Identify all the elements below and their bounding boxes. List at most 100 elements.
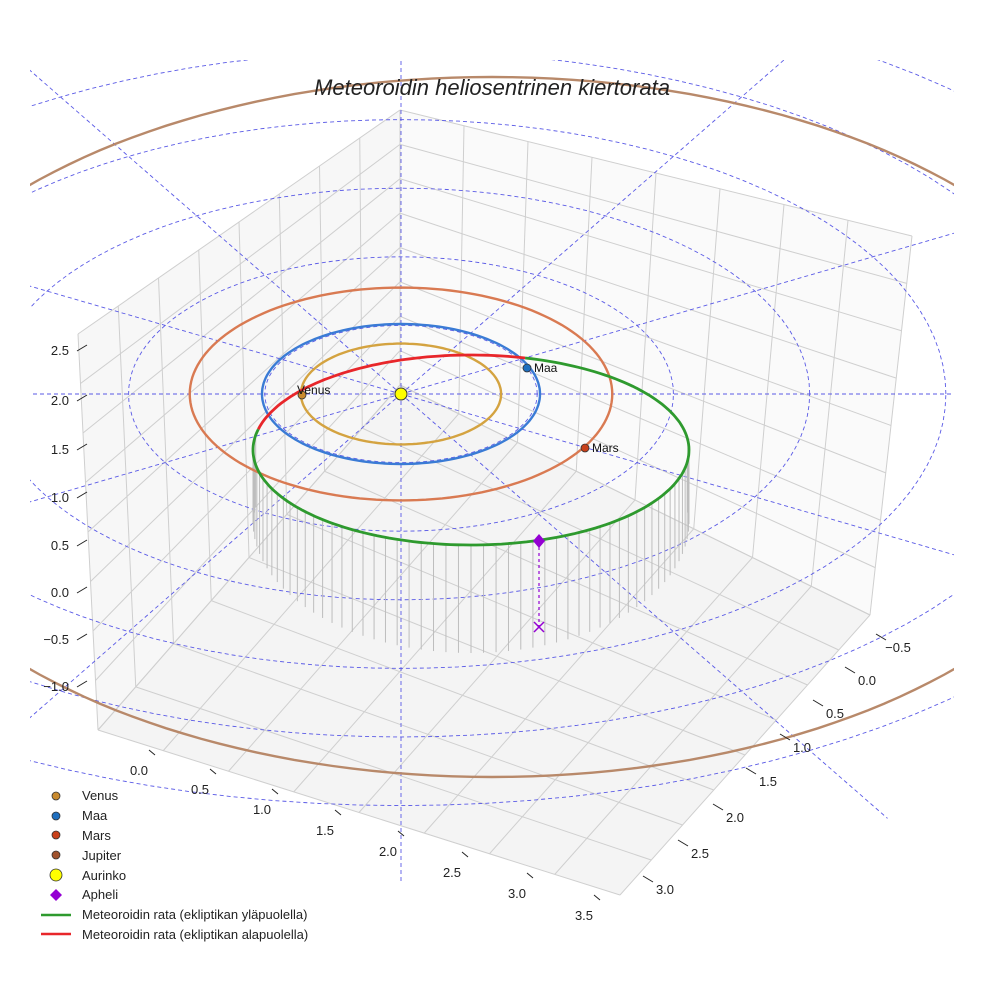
- z-tick-mark: [76, 633, 88, 641]
- wall-grid-line: [399, 350, 876, 569]
- floor-grid-line: [173, 643, 683, 826]
- ecliptic-spoke: [30, 393, 402, 719]
- x-tick-mark: [148, 749, 156, 756]
- z-tick-label: 2.0: [51, 393, 69, 408]
- z-tick-label: 1.0: [51, 490, 69, 505]
- meteoroid-orbit-above: [251, 356, 691, 547]
- legend-item: Aurinko: [38, 865, 308, 885]
- legend-item: Apheli: [38, 885, 308, 905]
- legend-label: Apheli: [82, 887, 119, 903]
- ecliptic-circle: [30, 187, 811, 601]
- wall-grid-line: [810, 220, 849, 587]
- legend-marker: [38, 888, 74, 902]
- ecliptic-spoke: [400, 60, 785, 395]
- meteoroid-orbit-below: [257, 353, 526, 430]
- legend-marker: [38, 809, 74, 823]
- wall-grid-line: [278, 193, 288, 515]
- planet-maa: [522, 363, 532, 373]
- x-tick-label: 1.5: [316, 823, 334, 838]
- legend-item: Maa: [38, 806, 308, 826]
- legend-marker: [38, 908, 74, 922]
- x-tick-mark: [593, 894, 601, 901]
- floor-grid-line: [211, 600, 714, 791]
- legend-label: Maa: [82, 808, 108, 824]
- y-tick-mark: [812, 699, 824, 707]
- planet-mars: [580, 443, 590, 453]
- z-tick-mark: [76, 491, 88, 499]
- x-tick-label: 2.5: [443, 865, 461, 880]
- planet-label-mars: Mars: [592, 441, 619, 455]
- drop-lines: [252, 435, 690, 653]
- meteoroid-orbit: [251, 353, 691, 547]
- y-tick-mark: [677, 839, 689, 847]
- floor-grid-line: [423, 528, 695, 834]
- legend-item: Mars: [38, 826, 308, 846]
- z-tick-mark: [76, 443, 88, 451]
- markers: Venus Maa Mars: [297, 361, 619, 633]
- z-tick-label: 1.5: [51, 442, 69, 457]
- legend-marker: [38, 927, 74, 941]
- ecliptic-grid: [30, 60, 954, 884]
- x-tick-label: 0.5: [191, 782, 209, 797]
- wall-grid-line: [319, 165, 325, 472]
- y-tick-mark: [875, 633, 887, 641]
- z-tick-mark: [76, 586, 88, 594]
- legend-marker: [38, 868, 74, 882]
- jupiter-orbit: [30, 75, 954, 779]
- legend-label: Venus: [82, 788, 119, 804]
- y-tick-mark: [844, 666, 856, 674]
- legend-item: Meteoroidin rata (ekliptikan alapuolella…: [38, 925, 308, 945]
- orbit-jupiter: [30, 75, 954, 779]
- back-pane-right: [400, 110, 912, 615]
- legend-item: Jupiter: [38, 845, 308, 865]
- aphelion-projection-marker: [533, 621, 545, 633]
- floor-grid-line: [97, 729, 621, 896]
- sun-marker: [394, 387, 408, 401]
- z-tick-label: −1.0: [43, 679, 69, 694]
- y-tick-mark: [642, 875, 654, 883]
- ecliptic-spoke: [30, 69, 402, 395]
- orbit-maa: [260, 322, 542, 466]
- y-tick-label: 3.0: [656, 882, 674, 897]
- chart-title: Meteoroidin heliosentrinen kiertorata: [314, 75, 670, 100]
- z-tick-mark: [76, 394, 88, 402]
- wall-grid-line: [359, 137, 363, 429]
- x-tick-label: 3.5: [575, 908, 593, 923]
- x-tick-mark: [397, 830, 405, 837]
- legend-label: Meteoroidin rata (ekliptikan yläpuolella…: [82, 907, 308, 923]
- legend-label: Aurinko: [82, 867, 127, 883]
- y-tick-label: 1.0: [793, 740, 811, 755]
- y-tick-label: −0.5: [885, 640, 911, 655]
- floor-grid-line: [619, 614, 871, 896]
- z-tick-mark: [76, 539, 88, 547]
- wall-grid-line: [869, 235, 913, 616]
- wall-grid-line: [92, 315, 401, 632]
- y-tick-label: 0.0: [858, 673, 876, 688]
- aphelion-marker: [533, 534, 545, 548]
- wall-grid-line: [87, 247, 401, 533]
- legend-marker: [38, 848, 74, 862]
- x-tick-label: 2.0: [379, 844, 397, 859]
- legend-marker: [38, 789, 74, 803]
- wall-grid-line: [90, 281, 401, 582]
- floor-grid-line: [554, 585, 812, 875]
- z-tick-mark: [76, 680, 88, 688]
- legend-label: Mars: [82, 827, 111, 843]
- orbit-mars: [188, 286, 614, 502]
- y-tick-mark: [779, 733, 791, 741]
- z-tick-mark: [76, 344, 88, 352]
- wall-grid-line: [399, 315, 881, 521]
- axis-ticks: −1.0 −0.5 0.0 0.5 1.0 1.5 2.0 2.5 0.0 0.5 1.0 1.5 2.…: [43, 343, 911, 923]
- wall-grid-line: [95, 350, 401, 681]
- x-tick-mark: [526, 872, 534, 879]
- legend-item: Venus: [38, 786, 308, 806]
- ecliptic-spoke: [400, 393, 888, 819]
- wall-grid-line: [399, 384, 871, 616]
- legend-item: Meteoroidin rata (ekliptikan yläpuolella…: [38, 905, 308, 925]
- y-tick-mark: [712, 803, 724, 811]
- z-tick-label: 0.0: [51, 585, 69, 600]
- x-tick-mark: [334, 809, 342, 816]
- wall-grid-line: [693, 188, 721, 529]
- x-tick-mark: [271, 788, 279, 795]
